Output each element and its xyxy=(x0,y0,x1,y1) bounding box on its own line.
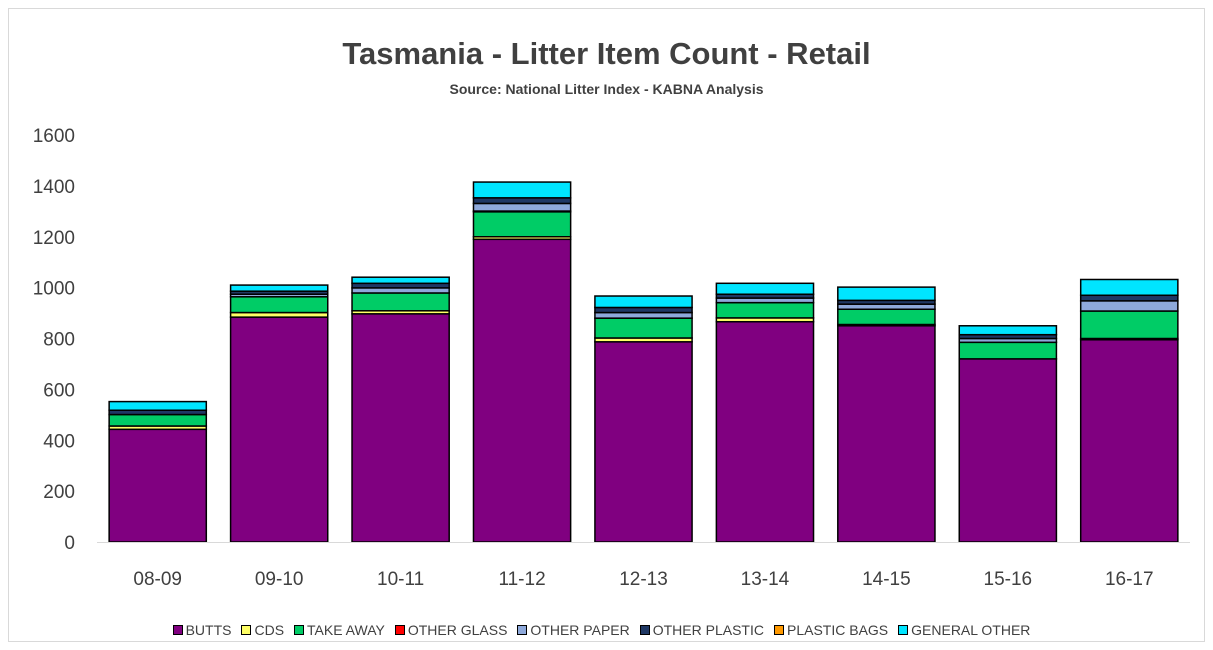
bar-segment-take-away xyxy=(472,211,572,238)
legend-swatch xyxy=(241,625,252,635)
legend-item: PLASTIC BAGS xyxy=(773,622,889,638)
legend-label: OTHER PAPER xyxy=(530,622,630,638)
legend-item: GENERAL OTHER xyxy=(898,622,1030,638)
legend-label: OTHER PLASTIC xyxy=(652,622,764,638)
legend-swatch xyxy=(898,625,909,635)
bar-segment-butts xyxy=(229,316,329,543)
bar-segment-butts xyxy=(594,341,693,543)
legend-item: CDS xyxy=(241,622,284,638)
x-tick-label: 08-09 xyxy=(133,569,182,590)
legend-item: OTHER PAPER xyxy=(517,622,630,638)
y-tick-label: 1200 xyxy=(33,228,75,249)
legend-swatch xyxy=(773,625,784,635)
bar-segment-other-plastic xyxy=(472,197,572,205)
bar-segment-take-away xyxy=(837,308,936,326)
bar-segment-general-other xyxy=(229,284,329,292)
legend-swatch xyxy=(294,625,305,635)
y-tick-label: 200 xyxy=(43,482,75,503)
legend-swatch xyxy=(172,625,183,635)
legend-swatch xyxy=(394,625,405,635)
y-tick-label: 400 xyxy=(43,431,75,452)
bar-segment-general-other xyxy=(715,282,815,295)
bar-segment-general-other xyxy=(1079,278,1179,297)
chart-subtitle: Source: National Litter Index - KABNA An… xyxy=(449,81,764,97)
bar-segment-other-plastic xyxy=(1079,294,1179,302)
y-tick-label: 1600 xyxy=(33,126,75,147)
y-tick-label: 1000 xyxy=(33,279,75,300)
y-tick-label: 1400 xyxy=(33,177,75,198)
bar-segment-take-away xyxy=(958,341,1058,360)
y-axis: 0 200 400 600 800 1000 1200 1400 1600 xyxy=(33,126,75,554)
x-tick-label: 15-16 xyxy=(984,569,1033,590)
legend-label: BUTTS xyxy=(185,622,232,638)
legend-item: OTHER PLASTIC xyxy=(639,622,764,638)
bar-segment-butts xyxy=(351,313,450,543)
chart-title: Tasmania - Litter Item Count - Retail xyxy=(342,36,871,71)
x-tick-label: 10-11 xyxy=(377,569,424,590)
x-tick-label: 16-17 xyxy=(1105,569,1154,590)
legend-label: CDS xyxy=(254,622,285,638)
y-tick-label: 600 xyxy=(43,380,75,401)
bar-segment-take-away xyxy=(715,301,815,319)
bar-segment-butts xyxy=(1079,339,1179,543)
bar-segment-take-away xyxy=(108,413,208,427)
bar-segment-butts xyxy=(837,325,936,543)
bar-segment-general-other xyxy=(837,286,936,302)
bar-segment-other-paper xyxy=(472,202,572,212)
bar-segment-other-plastic xyxy=(594,306,693,314)
legend-item: OTHER GLASS xyxy=(394,622,508,638)
bar-segment-take-away xyxy=(351,292,450,312)
bar-segment-other-paper xyxy=(837,303,936,311)
bar-segment-butts xyxy=(715,320,815,543)
x-axis: 08-09 09-10 10-11 11-12 12-13 13-14 14-15 15-16… xyxy=(133,569,1153,590)
bar-segment-general-other xyxy=(108,400,208,411)
legend: BUTTS CDS TAKE AWAY OTHER GLASS OTHER PAPER O… xyxy=(0,620,1213,640)
bar-segment-general-other xyxy=(958,325,1058,336)
bar-segment-take-away xyxy=(594,317,693,339)
bar-segment-take-away xyxy=(1079,310,1179,340)
legend-label: GENERAL OTHER xyxy=(911,622,1031,638)
x-tick-label: 14-15 xyxy=(862,569,911,590)
bar-segment-general-other xyxy=(351,276,450,285)
bar-segment-other-paper xyxy=(1079,300,1179,312)
bar-segment-general-other xyxy=(472,181,572,199)
bar-segment-take-away xyxy=(229,296,329,314)
x-tick-label: 09-10 xyxy=(255,569,304,590)
legend-swatch xyxy=(639,625,650,635)
bar-segment-other-paper xyxy=(594,311,693,319)
legend-label: TAKE AWAY xyxy=(307,622,385,638)
bar-segment-butts xyxy=(472,238,572,543)
legend-item: TAKE AWAY xyxy=(294,622,385,638)
y-tick-label: 0 xyxy=(64,533,75,554)
legend-label: OTHER GLASS xyxy=(407,622,508,638)
x-tick-label: 12-13 xyxy=(619,569,668,590)
x-tick-label: 13-14 xyxy=(741,569,790,590)
legend-swatch xyxy=(517,625,528,635)
bar-segment-other-paper xyxy=(351,287,450,294)
x-tick-label: 11-12 xyxy=(498,569,545,590)
bar-segment-butts xyxy=(108,428,208,543)
y-tick-label: 800 xyxy=(43,330,75,351)
bars xyxy=(108,181,1179,543)
legend-item: BUTTS xyxy=(172,622,232,638)
bar-segment-general-other xyxy=(594,295,693,309)
legend-label: PLASTIC BAGS xyxy=(786,622,889,638)
bar-segment-butts xyxy=(958,358,1058,543)
